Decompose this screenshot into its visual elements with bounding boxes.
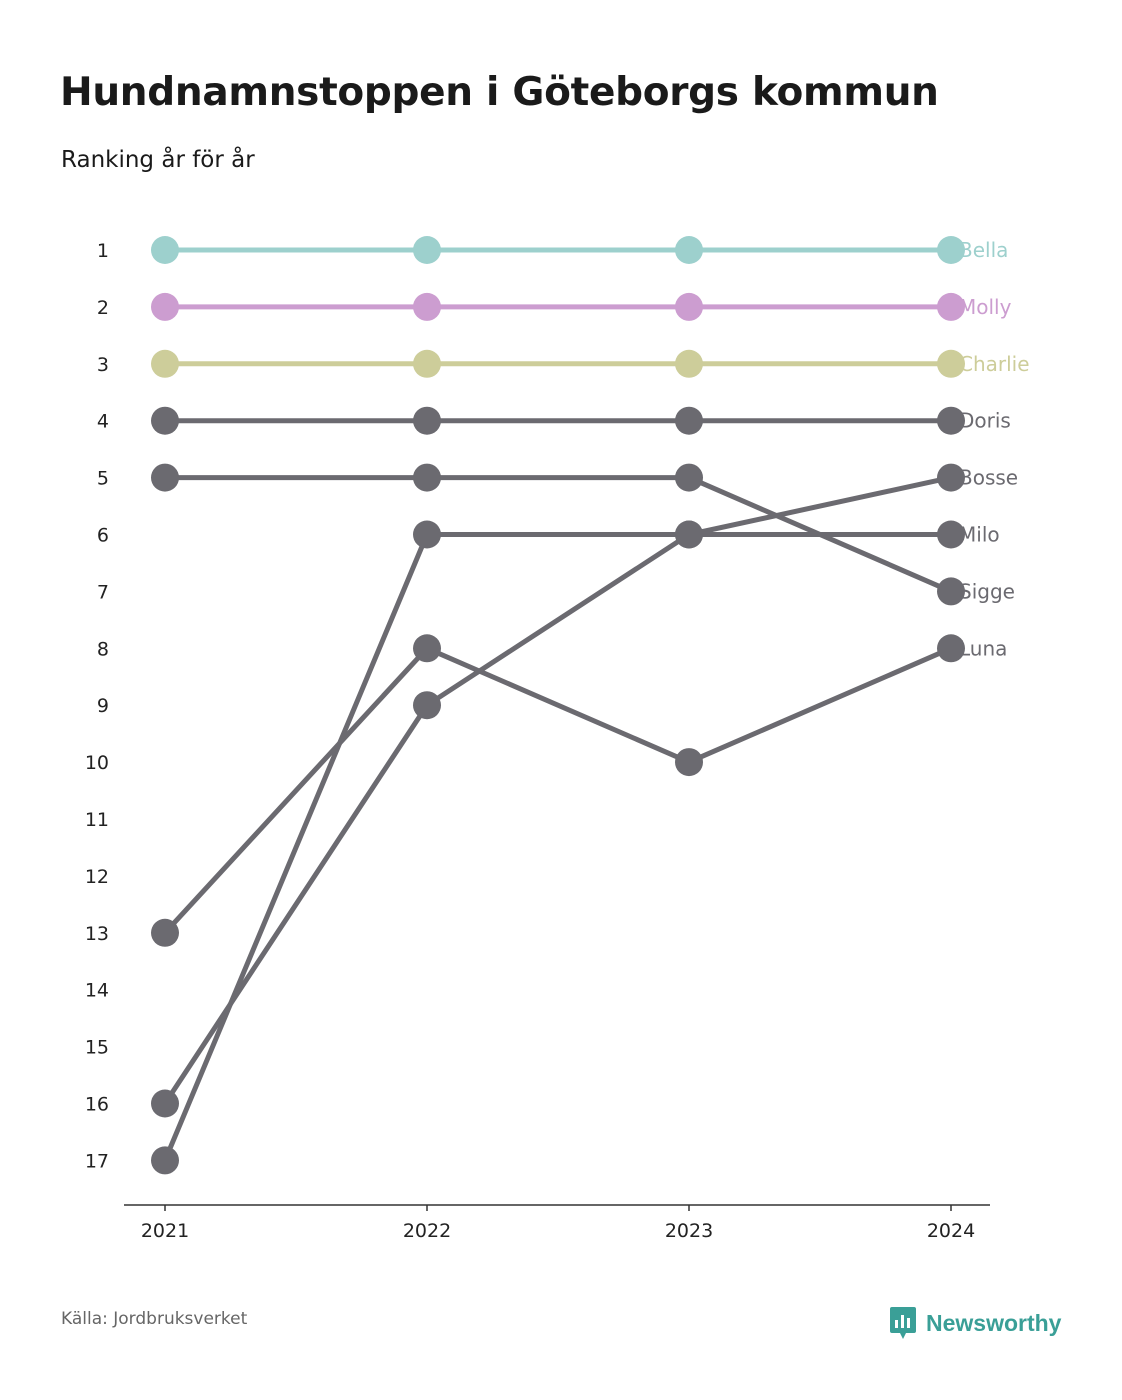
series-line-sigge (162, 475, 954, 594)
y-tick-label: 14 (85, 980, 109, 1002)
y-tick-label: 9 (97, 695, 109, 717)
y-tick-label: 4 (97, 411, 109, 433)
data-point-bosse[interactable] (937, 463, 965, 492)
data-point-doris[interactable] (151, 406, 179, 435)
series-label-sigge: Sigge (959, 579, 1015, 603)
data-point-molly[interactable] (937, 292, 965, 321)
data-point-doris[interactable] (937, 406, 965, 435)
data-point-doris[interactable] (413, 406, 441, 435)
series-label-luna: Luna (959, 636, 1007, 660)
y-tick-label: 16 (85, 1094, 109, 1116)
data-point-molly[interactable] (675, 292, 703, 321)
y-tick-label: 7 (97, 581, 109, 603)
y-tick-label: 11 (85, 809, 109, 831)
data-point-charlie[interactable] (151, 349, 179, 378)
y-tick-label: 6 (97, 525, 109, 547)
y-tick-label: 15 (85, 1037, 109, 1059)
y-tick-label: 12 (85, 866, 109, 888)
data-point-sigge[interactable] (151, 463, 179, 492)
series-label-charlie: Charlie (959, 352, 1030, 376)
series-label-bella: Bella (959, 238, 1008, 262)
x-tick-label: 2021 (141, 1220, 189, 1242)
data-point-charlie[interactable] (675, 349, 703, 378)
y-tick-label: 10 (85, 752, 109, 774)
data-point-sigge[interactable] (675, 463, 703, 492)
data-point-bosse[interactable] (413, 691, 441, 720)
series-label-doris: Doris (959, 409, 1011, 433)
data-point-luna[interactable] (413, 634, 441, 663)
series-points (151, 236, 965, 1175)
series-labels: Bella Molly Charlie Doris Bosse Milo Sigge Luna (959, 238, 1030, 660)
series-label-milo: Milo (959, 523, 1000, 547)
data-point-molly[interactable] (151, 292, 179, 321)
x-axis: 2021 2022 2023 2024 (124, 1204, 990, 1242)
series-line-luna (162, 645, 954, 936)
data-point-milo[interactable] (937, 520, 965, 549)
chart-title: Hundnamnstoppen i Göteborgs kommun (60, 70, 939, 115)
series-lines (162, 247, 954, 1163)
data-point-bella[interactable] (675, 236, 703, 264)
data-point-milo[interactable] (675, 520, 703, 549)
data-point-bella[interactable] (937, 236, 965, 264)
data-point-milo[interactable] (413, 520, 441, 549)
data-point-luna[interactable] (675, 748, 703, 777)
newsworthy-logo-icon (890, 1307, 916, 1339)
x-tick-label: 2022 (403, 1220, 451, 1242)
y-tick-label: 5 (97, 468, 109, 490)
y-tick-label: 13 (85, 923, 109, 945)
series-line-bosse (162, 475, 954, 1106)
y-tick-label: 17 (85, 1150, 109, 1172)
source-note: Källa: Jordbruksverket (61, 1309, 248, 1329)
y-tick-label: 3 (97, 354, 109, 376)
series-label-bosse: Bosse (959, 466, 1018, 490)
y-tick-label: 2 (97, 297, 109, 319)
data-point-luna[interactable] (937, 634, 965, 663)
series-line-milo (162, 532, 954, 1163)
data-point-sigge[interactable] (413, 463, 441, 492)
series-label-molly: Molly (959, 295, 1012, 319)
brand-name: Newsworthy (926, 1309, 1062, 1336)
data-point-sigge[interactable] (937, 577, 965, 606)
data-point-doris[interactable] (675, 406, 703, 435)
data-point-charlie[interactable] (937, 349, 965, 378)
y-tick-label: 8 (97, 638, 109, 660)
data-point-molly[interactable] (413, 292, 441, 321)
data-point-charlie[interactable] (413, 349, 441, 378)
x-tick-label: 2024 (927, 1220, 975, 1242)
data-point-bosse[interactable] (151, 1089, 179, 1118)
y-tick-label: 1 (97, 240, 109, 262)
x-tick-label: 2023 (665, 1220, 713, 1242)
data-point-milo[interactable] (151, 1146, 179, 1175)
data-point-luna[interactable] (151, 918, 179, 947)
chart-subtitle: Ranking år för år (61, 147, 255, 173)
data-point-bella[interactable] (413, 236, 441, 264)
brand-logo[interactable]: Newsworthy (888, 1303, 1061, 1343)
data-point-bella[interactable] (151, 236, 179, 264)
